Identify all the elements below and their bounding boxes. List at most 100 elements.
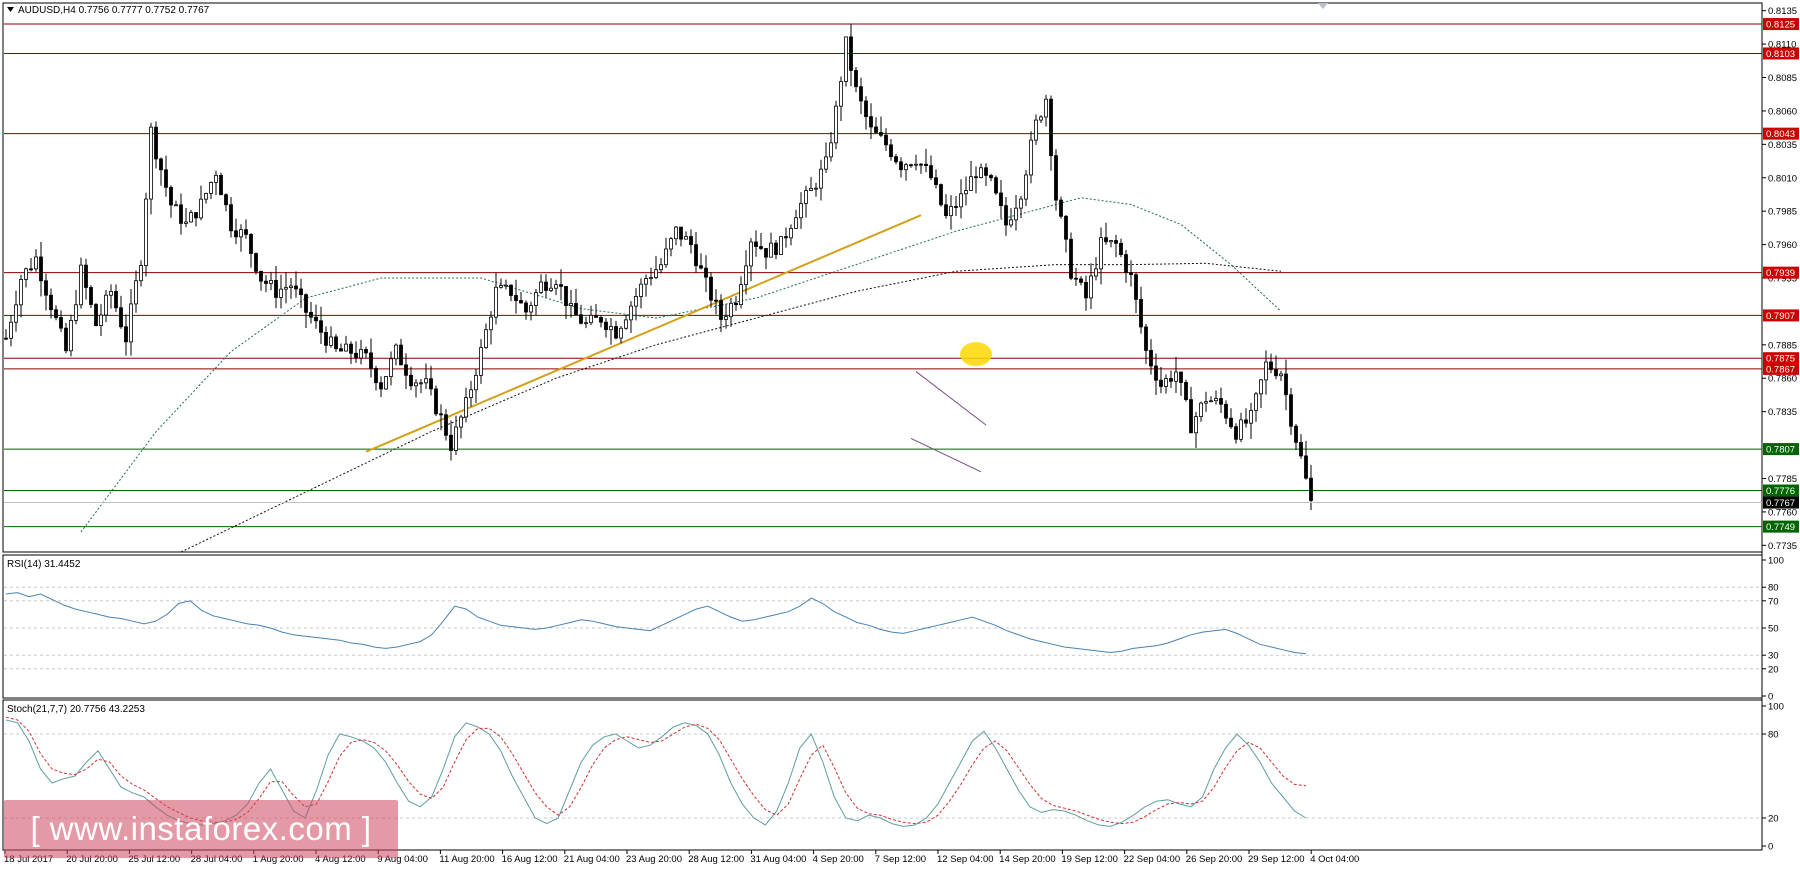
scroll-marker-icon[interactable]: [1318, 3, 1328, 9]
candle-body: [1274, 369, 1278, 377]
candle-body: [1089, 275, 1093, 299]
candle-body: [514, 295, 518, 301]
candle-body: [399, 344, 403, 366]
candle-body: [724, 316, 728, 320]
candle-body: [349, 343, 353, 354]
candle-body: [54, 309, 58, 318]
x-tick-label: 21 Aug 04:00: [564, 854, 620, 865]
candle-body: [554, 284, 558, 289]
candle-body: [844, 36, 848, 82]
candle-body: [269, 279, 273, 284]
candle-body: [814, 187, 818, 190]
candle-body: [439, 413, 443, 416]
candle-body: [1069, 238, 1073, 279]
candle-body: [169, 186, 173, 206]
candle-body: [914, 163, 918, 166]
candle-body: [289, 285, 293, 288]
candle-body: [124, 326, 128, 343]
candle-body: [259, 270, 263, 282]
price-badge-label: 0.7875: [1766, 354, 1795, 365]
rsi-line: [5, 592, 1307, 655]
candle-body: [974, 176, 978, 179]
candle-body: [679, 226, 683, 240]
x-tick-label: 14 Sep 20:00: [999, 854, 1056, 865]
candle-body: [684, 236, 688, 240]
candle-body: [179, 204, 183, 224]
y-tick-label: 0.7735: [1768, 541, 1797, 552]
y-tick-label: 0.7835: [1768, 407, 1797, 418]
candle-body: [319, 320, 323, 333]
indicator-y-tick-label: 100: [1768, 702, 1784, 713]
candle-body: [784, 236, 788, 239]
candle-body: [484, 329, 488, 349]
candle-body: [359, 349, 363, 359]
candle-body: [959, 193, 963, 208]
candle-body: [424, 378, 428, 384]
price-badge-label: 0.8125: [1766, 20, 1795, 31]
candle-body: [944, 204, 948, 217]
candle-body: [949, 206, 953, 217]
candle-body: [414, 382, 418, 387]
candle-body: [9, 321, 13, 339]
candle-body: [379, 382, 383, 390]
candle-body: [49, 294, 53, 311]
candle-body: [1279, 373, 1283, 377]
candle-body: [164, 169, 168, 188]
price-badge: [1763, 309, 1799, 322]
price-badge-label: 0.8043: [1766, 129, 1795, 140]
candle-body: [1019, 198, 1023, 209]
candle-body: [1184, 382, 1188, 400]
candle-body: [609, 326, 613, 331]
candle-body: [69, 320, 73, 352]
candle-body: [14, 304, 18, 323]
candle-body: [1289, 394, 1293, 427]
candle-body: [929, 165, 933, 179]
candle-body: [354, 352, 358, 359]
main-panel-frame: [2, 2, 1763, 553]
candle-body: [24, 268, 28, 280]
candle-body: [824, 156, 828, 170]
candle-body: [1079, 278, 1083, 283]
candle-body: [364, 349, 368, 354]
candle-body: [919, 163, 923, 166]
candle-body: [419, 382, 423, 385]
candle-body: [614, 326, 618, 339]
candle-body: [149, 126, 153, 200]
candle-body: [244, 229, 248, 235]
x-tick-label: 7 Sep 12:00: [875, 854, 926, 865]
candle-body: [479, 347, 483, 376]
candle-body: [559, 284, 563, 287]
window-menu-icon[interactable]: [7, 7, 14, 12]
candle-body: [284, 287, 288, 290]
y-tick-label: 0.7860: [1768, 374, 1797, 385]
candle-body: [1004, 205, 1008, 226]
candle-body: [404, 364, 408, 376]
candle-body: [524, 302, 528, 313]
candle-body: [529, 305, 533, 313]
candle-body: [664, 248, 668, 266]
y-tick-label: 0.8085: [1768, 73, 1797, 84]
candle-body: [1189, 399, 1193, 434]
indicator-y-tick-label: 100: [1768, 556, 1784, 567]
candle-body: [139, 265, 143, 282]
channel-lower-line: [910, 437, 982, 473]
price-badge-label: 0.7807: [1766, 445, 1795, 456]
x-tick-label: 23 Aug 20:00: [626, 854, 682, 865]
candle-body: [1129, 272, 1133, 276]
candle-body: [1049, 98, 1053, 157]
highlight-marker: [960, 342, 992, 367]
candle-body: [799, 203, 803, 219]
candle-body: [79, 264, 83, 306]
candle-body: [434, 388, 438, 415]
candle-body: [869, 116, 873, 128]
candle-body: [429, 378, 433, 390]
candle-body: [19, 279, 23, 306]
candle-body: [954, 206, 958, 208]
candle-body: [604, 321, 608, 331]
candle-body: [639, 283, 643, 297]
candle-body: [464, 397, 468, 418]
candle-body: [709, 276, 713, 301]
candle-body: [1094, 268, 1098, 277]
candle-body: [659, 264, 663, 271]
y-tick-label: 0.7760: [1768, 507, 1797, 518]
